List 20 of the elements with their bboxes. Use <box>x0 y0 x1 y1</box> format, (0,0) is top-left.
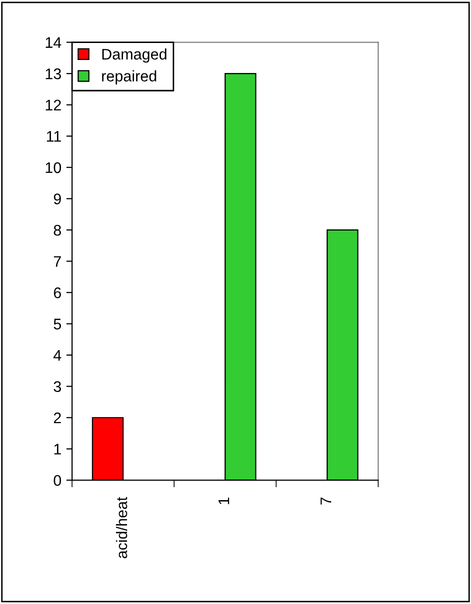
y-tick-label: 8 <box>54 224 61 236</box>
legend-label: Damaged <box>102 48 166 63</box>
y-tick-label: 5 <box>54 318 62 330</box>
y-tick-label: 3 <box>54 381 61 392</box>
y-tick-label: 10 <box>46 162 62 174</box>
x-tick-label: 1 <box>218 498 230 504</box>
y-tick-label: 6 <box>54 287 61 298</box>
y-tick-label: 11 <box>46 131 61 142</box>
y-tick-label: 2 <box>54 412 61 424</box>
y-tick-label: 12 <box>46 100 61 110</box>
legend-label: repaired <box>102 70 156 85</box>
x-tick-label: 7 <box>320 498 332 505</box>
y-tick-label: 4 <box>54 350 62 361</box>
y-tick-label: 13 <box>46 68 61 80</box>
y-tick-label: 9 <box>54 194 61 204</box>
x-tick-label: acid/heat <box>116 496 128 558</box>
y-tick-label: 7 <box>54 256 61 267</box>
y-tick-label: 1 <box>54 444 61 454</box>
y-tick-label: 0 <box>54 475 62 486</box>
y-tick-label: 14 <box>46 37 62 48</box>
